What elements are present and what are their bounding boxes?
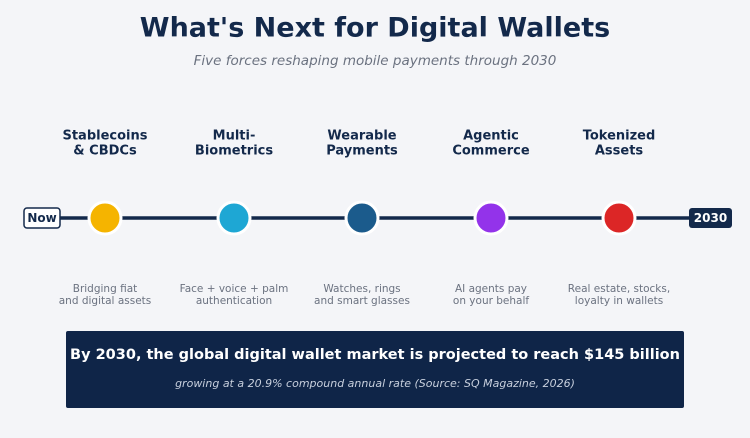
milestone-label: Commerce bbox=[452, 144, 529, 159]
milestone-description: Face + voice + palm bbox=[180, 283, 289, 295]
milestone-description: loyalty in wallets bbox=[575, 295, 663, 307]
milestone-description: Watches, rings bbox=[323, 283, 400, 295]
milestone-label: Biometrics bbox=[195, 144, 273, 159]
milestone-label: & CBDCs bbox=[73, 144, 137, 159]
title: What's Next for Digital Wallets bbox=[140, 13, 610, 44]
milestone-label: Assets bbox=[595, 144, 644, 159]
banner-note: growing at a 20.9% compound annual rate … bbox=[175, 377, 575, 390]
milestone-description: Real estate, stocks, bbox=[568, 283, 670, 295]
milestone-dot bbox=[473, 200, 509, 236]
milestone-label: Wearable bbox=[327, 129, 396, 144]
milestone-description: and smart glasses bbox=[314, 295, 410, 307]
milestone-dot bbox=[216, 200, 252, 236]
milestone-label: Payments bbox=[326, 144, 398, 159]
start-box bbox=[23, 207, 61, 229]
milestone-dot bbox=[601, 200, 637, 236]
milestone-dot bbox=[87, 200, 123, 236]
start-label: Now bbox=[27, 211, 56, 225]
milestone-dot bbox=[344, 200, 380, 236]
banner-headline: By 2030, the global digital wallet marke… bbox=[70, 347, 680, 363]
milestone-label: Agentic bbox=[463, 129, 519, 144]
subtitle: Five forces reshaping mobile payments th… bbox=[194, 53, 557, 69]
milestone-description: and digital assets bbox=[59, 295, 152, 307]
banner bbox=[66, 331, 684, 408]
milestone-description: AI agents pay bbox=[455, 283, 527, 295]
milestone-description: on your behalf bbox=[453, 295, 529, 307]
end-label: 2030 bbox=[694, 211, 727, 225]
milestone-description: authentication bbox=[196, 295, 272, 307]
milestone-label: Multi- bbox=[213, 129, 256, 144]
milestone-label: Stablecoins bbox=[62, 129, 147, 144]
end-box bbox=[689, 208, 732, 228]
milestone-description: Bridging fiat bbox=[73, 283, 138, 295]
milestone-label: Tokenized bbox=[583, 129, 656, 144]
